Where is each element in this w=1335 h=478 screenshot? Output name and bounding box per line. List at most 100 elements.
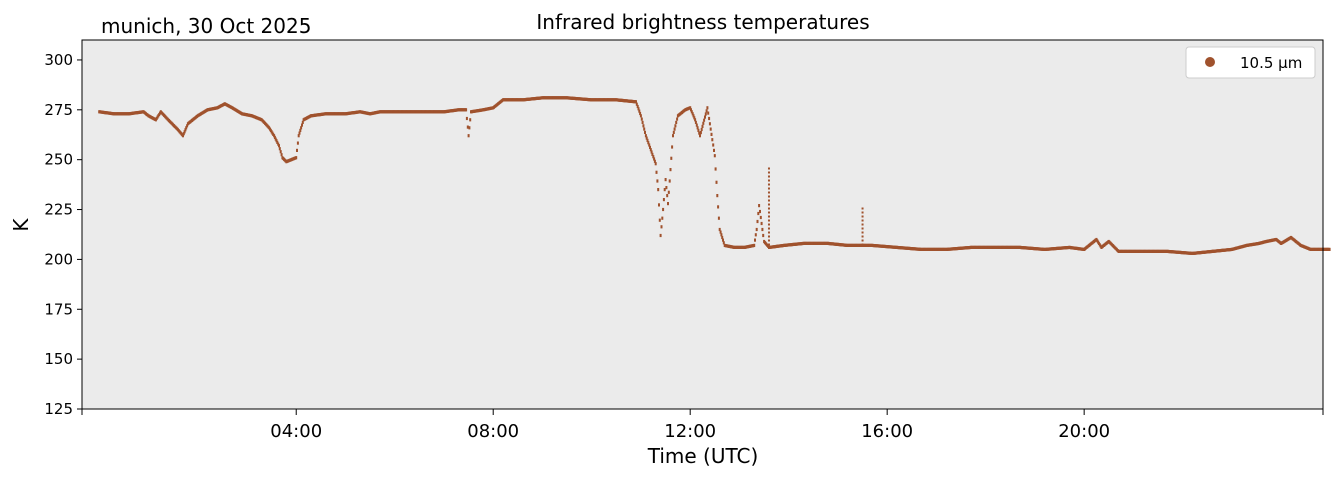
data-point bbox=[184, 128, 187, 132]
data-point bbox=[660, 225, 663, 229]
data-point bbox=[671, 145, 674, 149]
data-point bbox=[704, 115, 706, 119]
data-point bbox=[276, 140, 279, 144]
data-point bbox=[183, 130, 186, 134]
data-point bbox=[650, 150, 653, 154]
data-point bbox=[755, 227, 758, 232]
data-point bbox=[658, 203, 660, 207]
data-point bbox=[657, 188, 660, 192]
data-point bbox=[760, 221, 763, 226]
data-point bbox=[707, 111, 710, 115]
data-point bbox=[655, 170, 658, 174]
plot-frame bbox=[81, 39, 1324, 410]
data-point bbox=[710, 132, 713, 136]
data-point bbox=[702, 121, 705, 125]
data-point bbox=[297, 134, 300, 138]
data-point bbox=[649, 145, 651, 149]
legend-label: 10.5 µm bbox=[1240, 54, 1302, 72]
data-point bbox=[672, 134, 674, 138]
data-point bbox=[756, 219, 759, 224]
legend-box bbox=[1185, 46, 1316, 79]
data-point bbox=[639, 111, 642, 116]
data-point bbox=[663, 188, 666, 192]
data-point bbox=[637, 107, 640, 111]
data-point bbox=[715, 180, 718, 184]
data-point bbox=[701, 124, 704, 128]
data-point bbox=[758, 204, 761, 208]
data-point bbox=[635, 102, 638, 106]
data-point bbox=[664, 178, 667, 182]
data-point bbox=[299, 128, 302, 132]
data-point bbox=[182, 132, 185, 136]
data-point bbox=[639, 114, 642, 118]
x-axis-label: Time (UTC) bbox=[647, 444, 759, 468]
data-point bbox=[674, 124, 677, 128]
data-point bbox=[706, 106, 709, 110]
data-point bbox=[280, 153, 283, 157]
x-tick-label: 04:00 bbox=[270, 421, 322, 442]
data-point bbox=[762, 233, 765, 238]
data-point bbox=[649, 148, 652, 152]
data-point bbox=[705, 109, 708, 113]
data-point bbox=[275, 139, 278, 143]
data-point bbox=[273, 134, 276, 138]
data-point bbox=[636, 104, 639, 109]
data-point bbox=[465, 116, 468, 121]
data-point bbox=[708, 122, 711, 126]
data-point bbox=[646, 138, 649, 142]
data-point bbox=[279, 150, 282, 154]
data-point bbox=[301, 120, 304, 124]
data-point bbox=[718, 227, 721, 232]
data-point bbox=[759, 209, 761, 214]
data-point bbox=[666, 194, 669, 198]
data-point bbox=[712, 143, 715, 147]
data-point bbox=[699, 131, 702, 135]
data-point bbox=[690, 108, 692, 112]
x-axis: 04:00 08:00 12:00 16:00 20:00 bbox=[81, 409, 1324, 442]
data-point bbox=[672, 130, 675, 134]
data-point bbox=[667, 190, 670, 194]
data-point bbox=[708, 116, 711, 121]
data-point bbox=[694, 120, 697, 124]
y-tick-label: 275 bbox=[44, 101, 73, 119]
x-tick-label: 16:00 bbox=[861, 421, 913, 442]
data-point bbox=[654, 162, 657, 166]
data-point bbox=[296, 148, 298, 152]
plot-background bbox=[82, 40, 1323, 409]
data-point bbox=[722, 238, 724, 242]
data-point bbox=[721, 235, 724, 240]
data-point bbox=[667, 202, 669, 206]
data-point bbox=[466, 125, 469, 129]
data-point bbox=[757, 211, 760, 216]
data-point bbox=[658, 218, 661, 222]
x-tick-label: 12:00 bbox=[664, 421, 716, 442]
y-tick-label: 175 bbox=[44, 300, 73, 318]
data-point bbox=[661, 216, 664, 220]
data-point bbox=[298, 131, 301, 135]
data-point bbox=[696, 126, 699, 130]
data-point bbox=[278, 144, 280, 148]
data-point bbox=[675, 120, 678, 124]
data-point bbox=[1328, 247, 1331, 251]
data-point bbox=[648, 143, 651, 147]
data-point bbox=[722, 241, 725, 245]
y-axis: 125 150 175 200 225 250 275 300 bbox=[44, 51, 82, 418]
x-tick-label: 20:00 bbox=[1058, 421, 1110, 442]
y-tick-label: 125 bbox=[44, 400, 73, 418]
data-point bbox=[468, 126, 471, 130]
x-tick-label: 08:00 bbox=[467, 421, 519, 442]
data-point bbox=[670, 156, 673, 160]
data-point bbox=[699, 134, 701, 138]
data-point bbox=[713, 154, 716, 158]
data-point bbox=[465, 108, 468, 112]
data-point bbox=[697, 128, 700, 132]
data-point bbox=[669, 168, 672, 172]
data-point bbox=[641, 120, 644, 124]
data-point bbox=[656, 179, 659, 183]
data-point bbox=[653, 157, 656, 161]
data-point bbox=[296, 141, 299, 145]
data-point bbox=[182, 134, 184, 138]
data-point bbox=[695, 123, 698, 127]
y-tick-label: 225 bbox=[44, 201, 73, 219]
y-tick-label: 250 bbox=[44, 151, 73, 169]
